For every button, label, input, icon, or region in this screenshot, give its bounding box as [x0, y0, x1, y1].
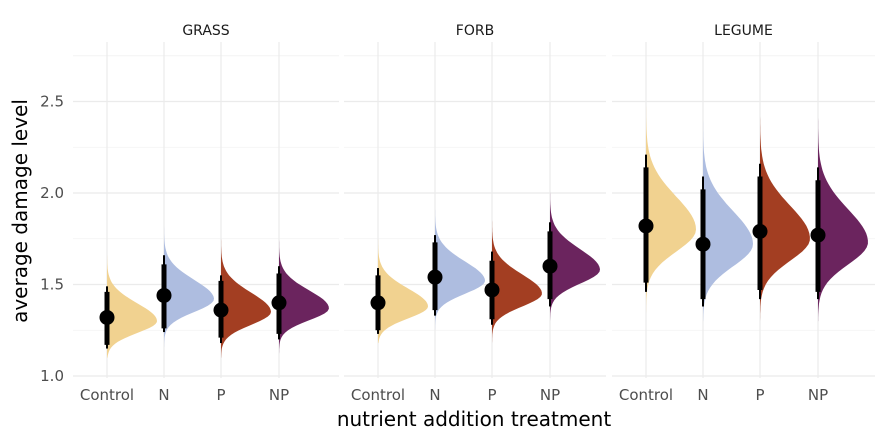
- x-tick-label: P: [216, 386, 225, 404]
- mean-point: [638, 218, 654, 234]
- x-tick-label: N: [158, 386, 169, 404]
- mean-point: [484, 282, 500, 298]
- x-tick-label: NP: [540, 386, 560, 404]
- x-tick-label: N: [697, 386, 708, 404]
- y-axis-title: average damage level: [8, 99, 32, 323]
- facet-title: GRASS: [182, 23, 229, 39]
- mean-point: [271, 295, 287, 311]
- x-tick-label: P: [487, 386, 496, 404]
- violin-p: [221, 220, 271, 358]
- y-tick-label: 1.5: [40, 276, 64, 294]
- mean-point: [370, 295, 386, 311]
- violin-control: [107, 238, 157, 358]
- mean-point: [752, 223, 768, 239]
- y-tick-label: 1.0: [40, 367, 64, 385]
- grid-layer: [73, 42, 875, 378]
- violin-control: [646, 101, 696, 322]
- violin-np: [550, 165, 600, 322]
- violin-n: [164, 202, 214, 347]
- facet-title: LEGUME: [714, 23, 773, 39]
- violin-np: [818, 110, 868, 322]
- y-tick-label: 2.0: [40, 184, 64, 202]
- violin-n: [435, 202, 485, 331]
- x-axis-title: nutrient addition treatment: [337, 407, 612, 431]
- x-tick-label: NP: [269, 386, 289, 404]
- mean-point: [810, 227, 826, 243]
- mean-point: [542, 258, 558, 274]
- mean-point: [156, 287, 172, 303]
- violin-n: [703, 119, 753, 322]
- x-tick-label: Control: [619, 386, 673, 404]
- x-tick-label: Control: [80, 386, 134, 404]
- violin-p: [760, 101, 810, 322]
- facet-title: FORB: [456, 23, 494, 39]
- mark-layer: [99, 101, 868, 358]
- mean-point: [213, 302, 229, 318]
- x-tick-label: Control: [351, 386, 405, 404]
- x-tick-label: P: [755, 386, 764, 404]
- y-tick-label: 2.5: [40, 93, 64, 111]
- mean-point: [99, 309, 115, 325]
- violin-p: [492, 211, 542, 344]
- mean-point: [427, 269, 443, 285]
- x-tick-label: NP: [808, 386, 828, 404]
- x-tick-label: N: [429, 386, 440, 404]
- violin-np: [279, 211, 329, 355]
- mean-point: [695, 236, 711, 252]
- violin-control: [378, 238, 428, 344]
